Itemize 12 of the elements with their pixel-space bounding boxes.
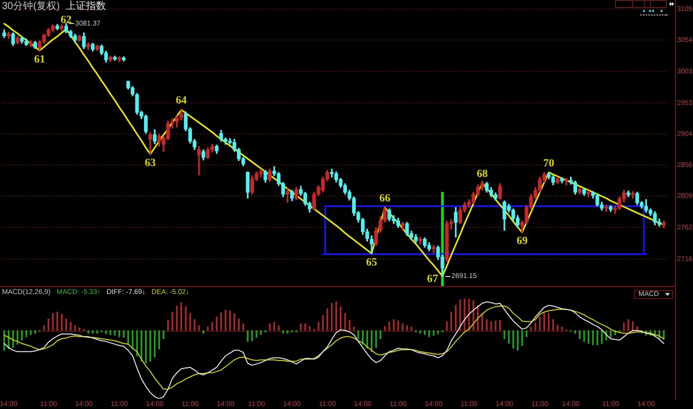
annotation: 64: [176, 94, 188, 107]
annotation: 67: [426, 273, 438, 286]
chart-title: 30分钟(复权): [2, 1, 60, 12]
annotation: 69: [516, 235, 528, 248]
annotation: 65: [366, 256, 378, 268]
annotation: 62: [60, 14, 72, 26]
annotation: 63: [144, 156, 156, 169]
chart-subtitle: 上证指数: [66, 1, 106, 12]
annotation: 70: [543, 157, 555, 170]
annotation: 68: [476, 168, 488, 180]
annotation: 66: [379, 192, 391, 204]
annotation: 61: [34, 53, 46, 66]
